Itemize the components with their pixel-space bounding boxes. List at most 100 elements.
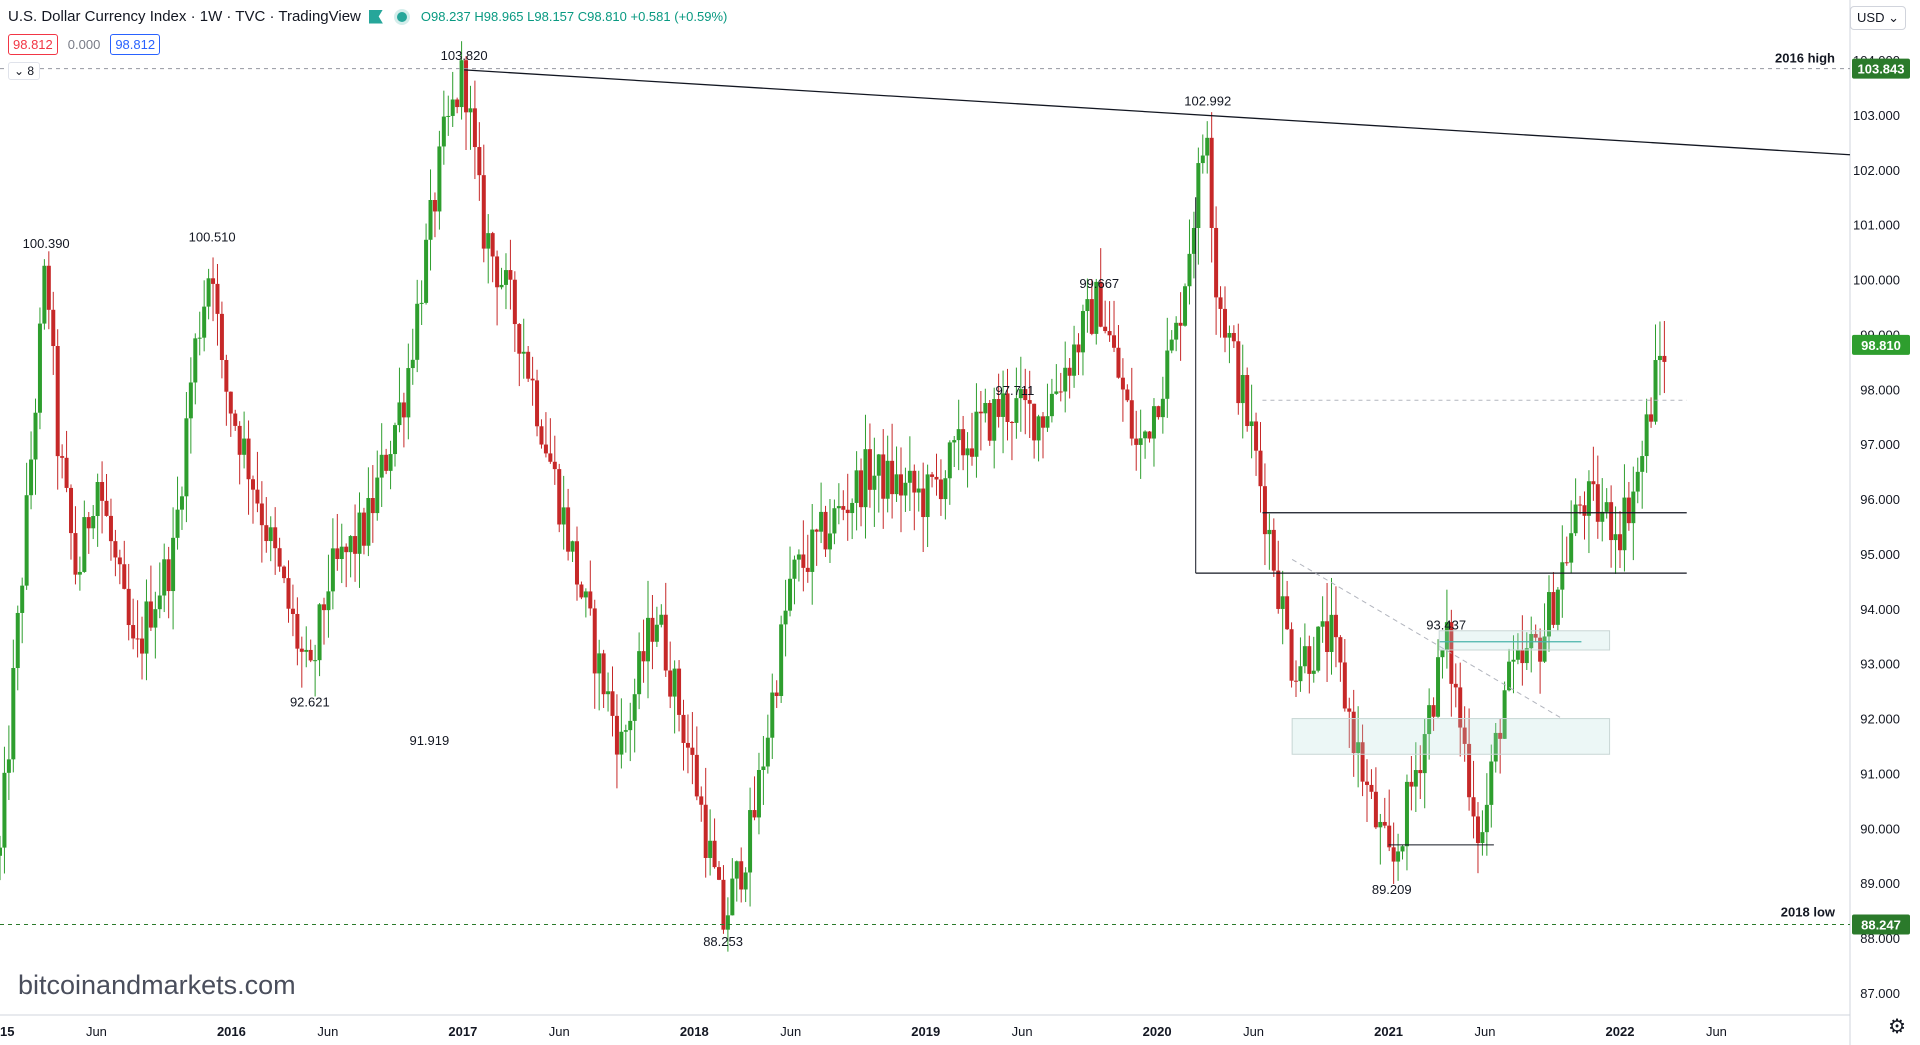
candle-body — [1342, 662, 1347, 709]
neckline-zone[interactable] — [1438, 630, 1611, 651]
candle-body — [765, 737, 770, 767]
candle-body — [1626, 497, 1631, 524]
price-tick-label: 89.000 — [1860, 876, 1900, 891]
candle-body — [55, 346, 60, 457]
candle-body — [1196, 163, 1201, 228]
candle-body — [1369, 784, 1374, 792]
candle-body — [717, 867, 722, 880]
candle-body — [512, 279, 517, 325]
candle-body — [881, 454, 886, 499]
candle-body — [614, 715, 619, 755]
candle-body — [1267, 529, 1272, 535]
candle-body — [938, 479, 943, 500]
price-tick-label: 88.000 — [1860, 931, 1900, 946]
flag-icon[interactable] — [368, 9, 383, 24]
candle-body — [1467, 743, 1472, 798]
candle-body — [1200, 155, 1205, 164]
candle-body — [1236, 341, 1241, 404]
candle-body — [1511, 659, 1516, 662]
candle-body — [370, 498, 375, 514]
candle-body — [1409, 781, 1414, 787]
legend-collapse-button[interactable]: ⌄ 8 — [8, 62, 41, 80]
candle-body — [455, 99, 460, 108]
candle-body — [1178, 322, 1183, 326]
candle-body — [393, 425, 398, 455]
candle-body — [1120, 377, 1125, 390]
candle-body — [157, 595, 162, 610]
candle-body — [1502, 690, 1507, 739]
candle-body — [570, 541, 575, 552]
peak-label: 103.820 — [441, 48, 488, 63]
support-zone[interactable] — [1291, 718, 1611, 755]
candle-body — [756, 769, 761, 818]
candle-body — [712, 840, 717, 868]
candle-body — [1227, 332, 1232, 338]
candle-body — [1560, 562, 1565, 590]
candle-body — [890, 460, 895, 495]
candle-body — [77, 571, 82, 575]
candle-body — [836, 506, 841, 509]
price-axis[interactable]: 104.000103.000102.000101.000100.00099.00… — [1852, 53, 1910, 1001]
symbol-title[interactable]: U.S. Dollar Currency Index · 1W · TVC · … — [8, 8, 361, 25]
candle-body — [308, 649, 313, 661]
candle-body — [348, 536, 353, 553]
candle-body — [401, 402, 406, 418]
trendline[interactable] — [464, 69, 1851, 156]
candle-body — [1307, 646, 1312, 674]
candle-body — [1644, 414, 1649, 457]
candle-body — [1493, 732, 1498, 762]
candle-body — [1125, 389, 1130, 401]
candle-body — [104, 500, 109, 516]
currency-select[interactable]: USD ⌄ — [1850, 6, 1906, 30]
candle-body — [796, 554, 801, 560]
candle-body — [437, 146, 442, 212]
candle-body — [1542, 636, 1547, 662]
candle-body — [1622, 497, 1627, 551]
price-tick-label: 93.000 — [1860, 657, 1900, 672]
candle-body — [1595, 484, 1600, 522]
price-tick-label: 96.000 — [1860, 492, 1900, 507]
time-tick-label: Jun — [86, 1024, 107, 1039]
candle-body — [264, 525, 269, 542]
candle-body — [1387, 825, 1392, 848]
gear-icon[interactable]: ⚙ — [1888, 1016, 1906, 1038]
candle-body — [601, 653, 606, 695]
candle-body — [246, 438, 251, 480]
candle-body — [215, 283, 220, 314]
candle-body — [1640, 456, 1645, 472]
candle-body — [29, 459, 34, 496]
price-tick-label: 100.000 — [1853, 273, 1900, 288]
peak-label: 91.919 — [409, 733, 449, 748]
candle-body — [725, 915, 730, 930]
peak-label: 97.711 — [996, 383, 1035, 398]
time-axis[interactable]: 2015 Jun 2016 Jun 2017 Jun 2018 Jun 2019 Jun 2020 J… — [0, 1024, 1727, 1039]
candle-body — [1160, 398, 1165, 418]
candle-body — [1138, 438, 1143, 445]
candle-body — [1649, 414, 1654, 422]
candle-body — [1005, 393, 1010, 422]
candle-body — [51, 309, 56, 347]
dashed-trendline[interactable] — [1291, 558, 1563, 720]
candle-body — [1564, 562, 1569, 564]
candle-body — [1347, 708, 1352, 712]
candle-body — [1089, 299, 1094, 334]
candle-body — [1302, 646, 1307, 667]
candle-body — [11, 668, 16, 760]
candle-body — [117, 557, 122, 565]
time-tick-label: 2021 — [1374, 1024, 1403, 1039]
candle-body — [1271, 529, 1276, 571]
candle-body — [788, 578, 793, 611]
candle-body — [179, 496, 184, 510]
candle-body — [543, 444, 548, 454]
last-value: 98.812 — [110, 34, 161, 55]
candle-body — [273, 527, 278, 549]
candle-body — [37, 323, 42, 413]
candle-body — [250, 479, 255, 490]
price-tick-label: 98.000 — [1860, 382, 1900, 397]
candle-body — [961, 429, 966, 456]
candle-body — [1520, 649, 1525, 664]
candle-body — [1254, 421, 1259, 451]
candle-body — [1063, 367, 1068, 392]
